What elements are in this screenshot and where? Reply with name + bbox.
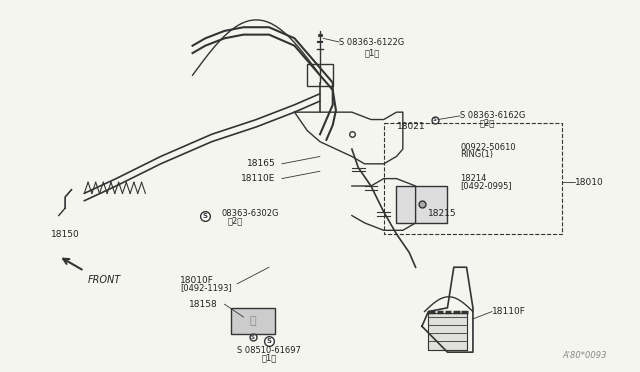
Text: 18110E: 18110E: [241, 174, 275, 183]
Text: S: S: [251, 335, 255, 340]
Text: 18010F: 18010F: [180, 276, 214, 285]
Text: 18158: 18158: [189, 300, 218, 309]
Text: S 08363-6122G: S 08363-6122G: [339, 38, 404, 46]
Polygon shape: [396, 186, 447, 223]
Text: 18150: 18150: [51, 230, 79, 239]
Text: 18165: 18165: [246, 159, 275, 169]
Text: （2）: （2）: [479, 119, 495, 128]
Text: S 08363-6162G: S 08363-6162G: [460, 111, 525, 121]
Text: [0492-1193]: [0492-1193]: [180, 283, 232, 292]
Text: （1）: （1）: [261, 353, 276, 362]
Text: S: S: [266, 338, 271, 344]
Text: 00922-50610: 00922-50610: [460, 143, 516, 152]
Text: 18021: 18021: [396, 122, 425, 131]
Text: ⬛: ⬛: [250, 316, 257, 326]
Text: FRONT: FRONT: [88, 275, 121, 285]
Text: （2）: （2）: [228, 217, 243, 225]
Text: （1）: （1）: [365, 49, 380, 58]
Polygon shape: [231, 308, 275, 334]
Text: RING(1): RING(1): [460, 150, 493, 159]
Polygon shape: [428, 313, 467, 350]
Text: 18010: 18010: [575, 178, 604, 187]
Text: 08363-6302G: 08363-6302G: [221, 209, 279, 218]
Text: A'80*0093: A'80*0093: [562, 350, 607, 359]
Text: S: S: [433, 117, 436, 122]
Text: [0492-0995]: [0492-0995]: [460, 182, 512, 190]
Text: S 08510-61697: S 08510-61697: [237, 346, 301, 355]
Text: 18110F: 18110F: [492, 307, 526, 316]
Text: 18214: 18214: [460, 174, 486, 183]
Text: 18215: 18215: [428, 209, 457, 218]
Text: S: S: [203, 212, 208, 218]
